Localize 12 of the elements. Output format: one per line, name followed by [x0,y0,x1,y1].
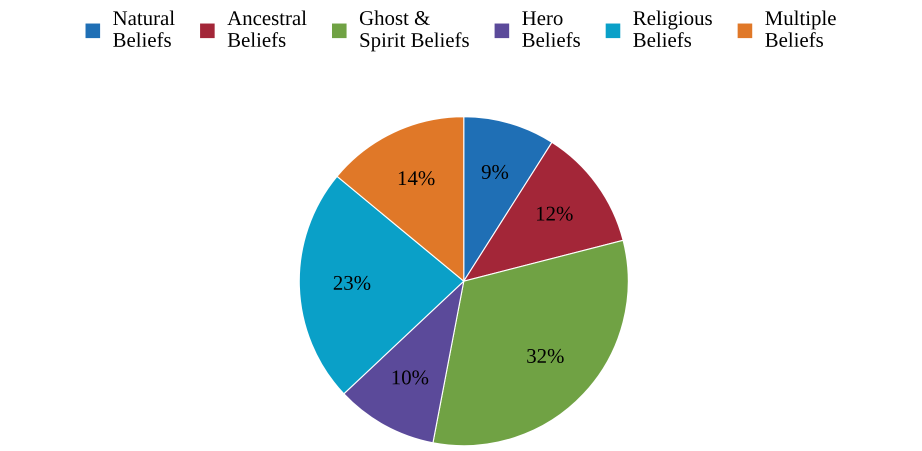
legend-label: Ghost & Spirit Beliefs [360,10,469,52]
legend-label: Natural Beliefs [113,10,175,47]
legend-label: Ancestral Beliefs [227,10,307,47]
legend-label: Hero Beliefs [522,11,580,47]
legend-label: Religious Beliefs [633,10,712,48]
data-label: 23% [334,276,370,290]
data-label: 10% [392,370,428,385]
data-label: 32% [527,348,564,364]
legend-label: Multiple Beliefs [765,10,836,47]
data-label: 12% [537,206,573,221]
data-label: 14% [398,171,435,186]
data-label: 9% [482,164,508,180]
